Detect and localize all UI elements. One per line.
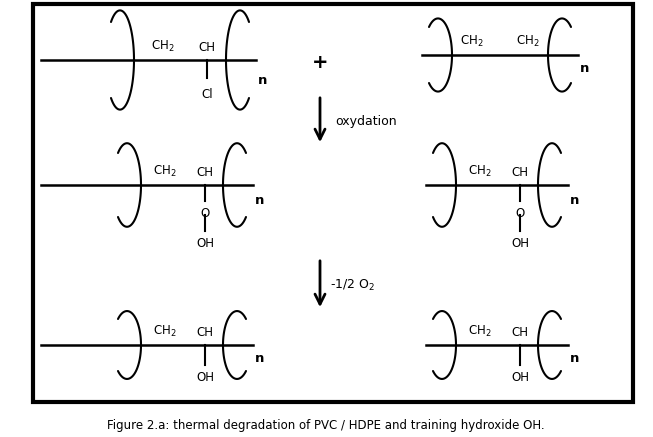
Text: CH$_2$: CH$_2$ (468, 164, 492, 179)
Text: CH$_2$: CH$_2$ (153, 324, 177, 339)
Text: CH: CH (511, 326, 528, 339)
Text: n: n (258, 73, 267, 87)
Text: -1/2 O$_2$: -1/2 O$_2$ (330, 277, 375, 292)
Text: CH: CH (197, 326, 214, 339)
Text: n: n (580, 62, 590, 76)
Text: n: n (255, 353, 264, 365)
Text: OH: OH (196, 371, 214, 384)
Text: O: O (200, 207, 210, 220)
Text: CH$_2$: CH$_2$ (517, 34, 540, 49)
Text: +: + (311, 52, 328, 72)
Text: CH$_2$: CH$_2$ (153, 164, 177, 179)
Text: OH: OH (196, 237, 214, 250)
Text: OH: OH (511, 371, 529, 384)
Text: n: n (570, 353, 579, 365)
Text: n: n (255, 194, 264, 208)
Text: O: O (515, 207, 524, 220)
Text: CH: CH (511, 166, 528, 179)
Text: CH$_2$: CH$_2$ (460, 34, 484, 49)
Text: n: n (570, 194, 579, 208)
Text: OH: OH (511, 237, 529, 250)
Text: Figure 2.a: thermal degradation of PVC / HDPE and training hydroxide OH.: Figure 2.a: thermal degradation of PVC /… (107, 419, 545, 431)
Text: Cl: Cl (201, 88, 213, 101)
Text: CH: CH (197, 166, 214, 179)
Text: CH$_2$: CH$_2$ (151, 39, 175, 54)
Text: CH: CH (199, 41, 215, 54)
Text: oxydation: oxydation (335, 115, 396, 128)
Text: CH$_2$: CH$_2$ (468, 324, 492, 339)
